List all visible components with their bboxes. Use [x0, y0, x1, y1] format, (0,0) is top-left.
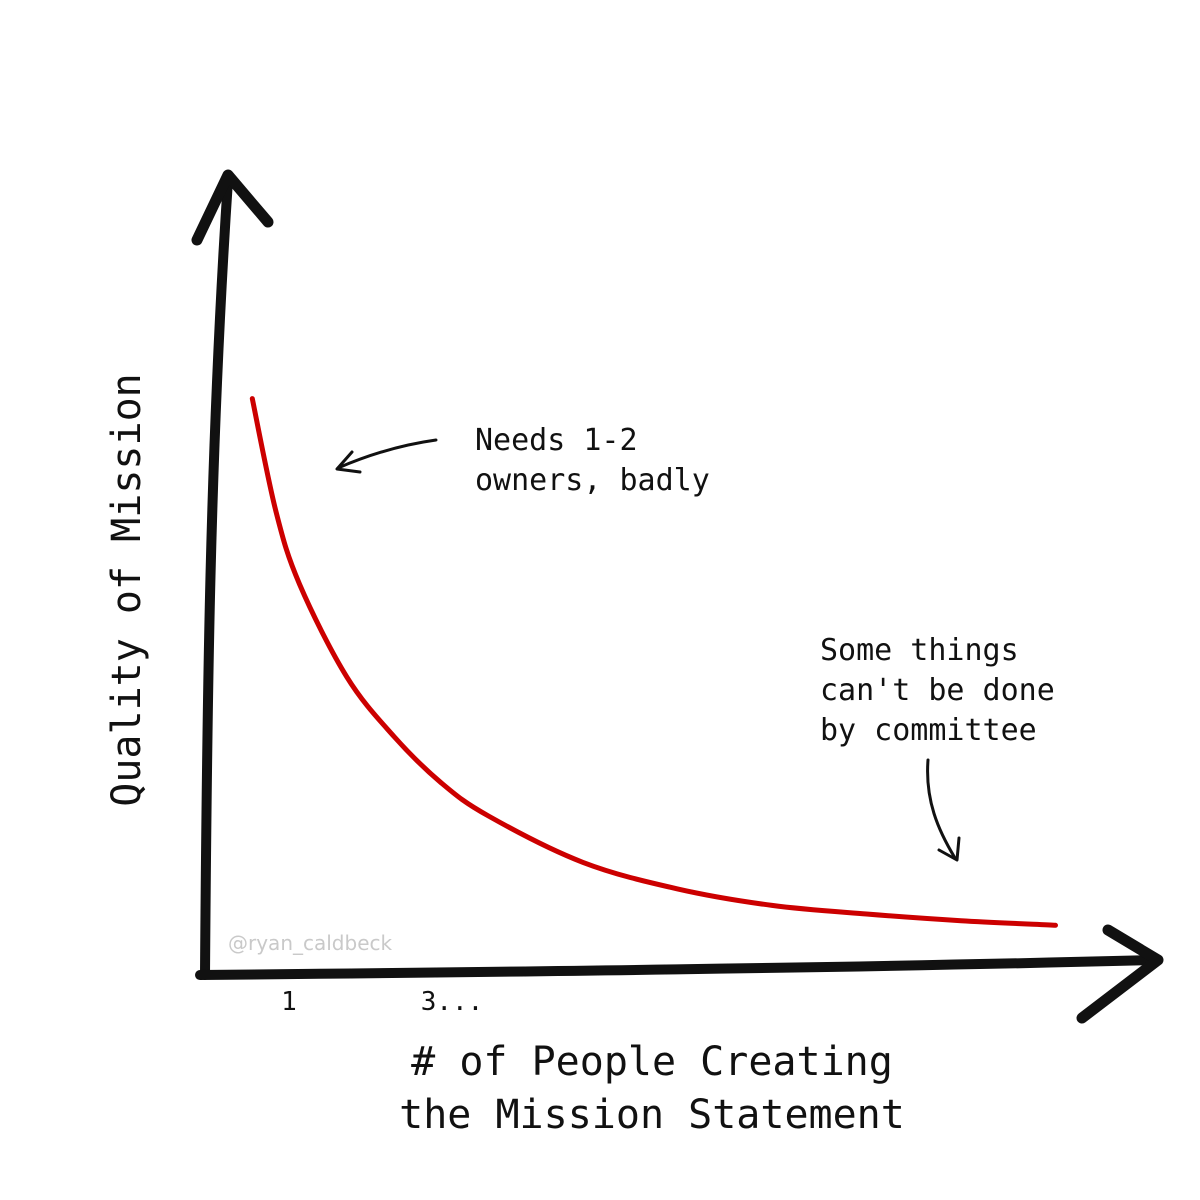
data-point-4 — [344, 674, 350, 680]
x-axis-arrowhead — [1076, 924, 1164, 1024]
x-axis — [195, 955, 1160, 980]
y-axis-arrowhead — [191, 169, 274, 246]
annotation-committee-arrowhead — [937, 836, 961, 862]
annotation-committee-line-1: Some things — [820, 633, 1019, 668]
y-axis — [200, 175, 233, 980]
annotation-committee-line-3: by committee — [820, 713, 1037, 748]
x-axis-label-line-1: # of People Creating — [411, 1039, 893, 1085]
credit-watermark: @ryan_caldbeck — [228, 931, 392, 955]
annotation-committee-line-2: can't be done — [820, 673, 1055, 708]
data-point-9 — [675, 886, 681, 892]
series-line — [249, 396, 1058, 928]
data-point-1 — [249, 396, 255, 402]
x-axis-label-line-2: the Mission Statement — [399, 1092, 905, 1138]
data-point-11 — [864, 911, 870, 917]
data-point-2 — [273, 508, 279, 514]
y-axis-label: Quality of Mission — [104, 373, 150, 806]
data-point-6 — [438, 780, 444, 786]
data-point-7 — [486, 813, 492, 819]
x-tick-label-1: 1 — [281, 987, 297, 1017]
annotation-owners-line-2: owners, badly — [475, 463, 710, 498]
x-tick-label-2: 3... — [421, 987, 484, 1017]
data-point-12 — [958, 918, 964, 924]
annotation-committee-arrow — [926, 758, 957, 860]
data-point-13 — [1053, 922, 1059, 928]
annotation-owners-arrowhead — [335, 450, 362, 474]
data-point-5 — [391, 734, 397, 740]
data-point-3 — [297, 581, 303, 587]
data-point-8 — [580, 859, 586, 865]
data-point-10 — [769, 902, 775, 908]
annotation-owners-line-1: Needs 1-2 — [475, 423, 638, 458]
annotation-owners-arrow — [336, 438, 438, 470]
